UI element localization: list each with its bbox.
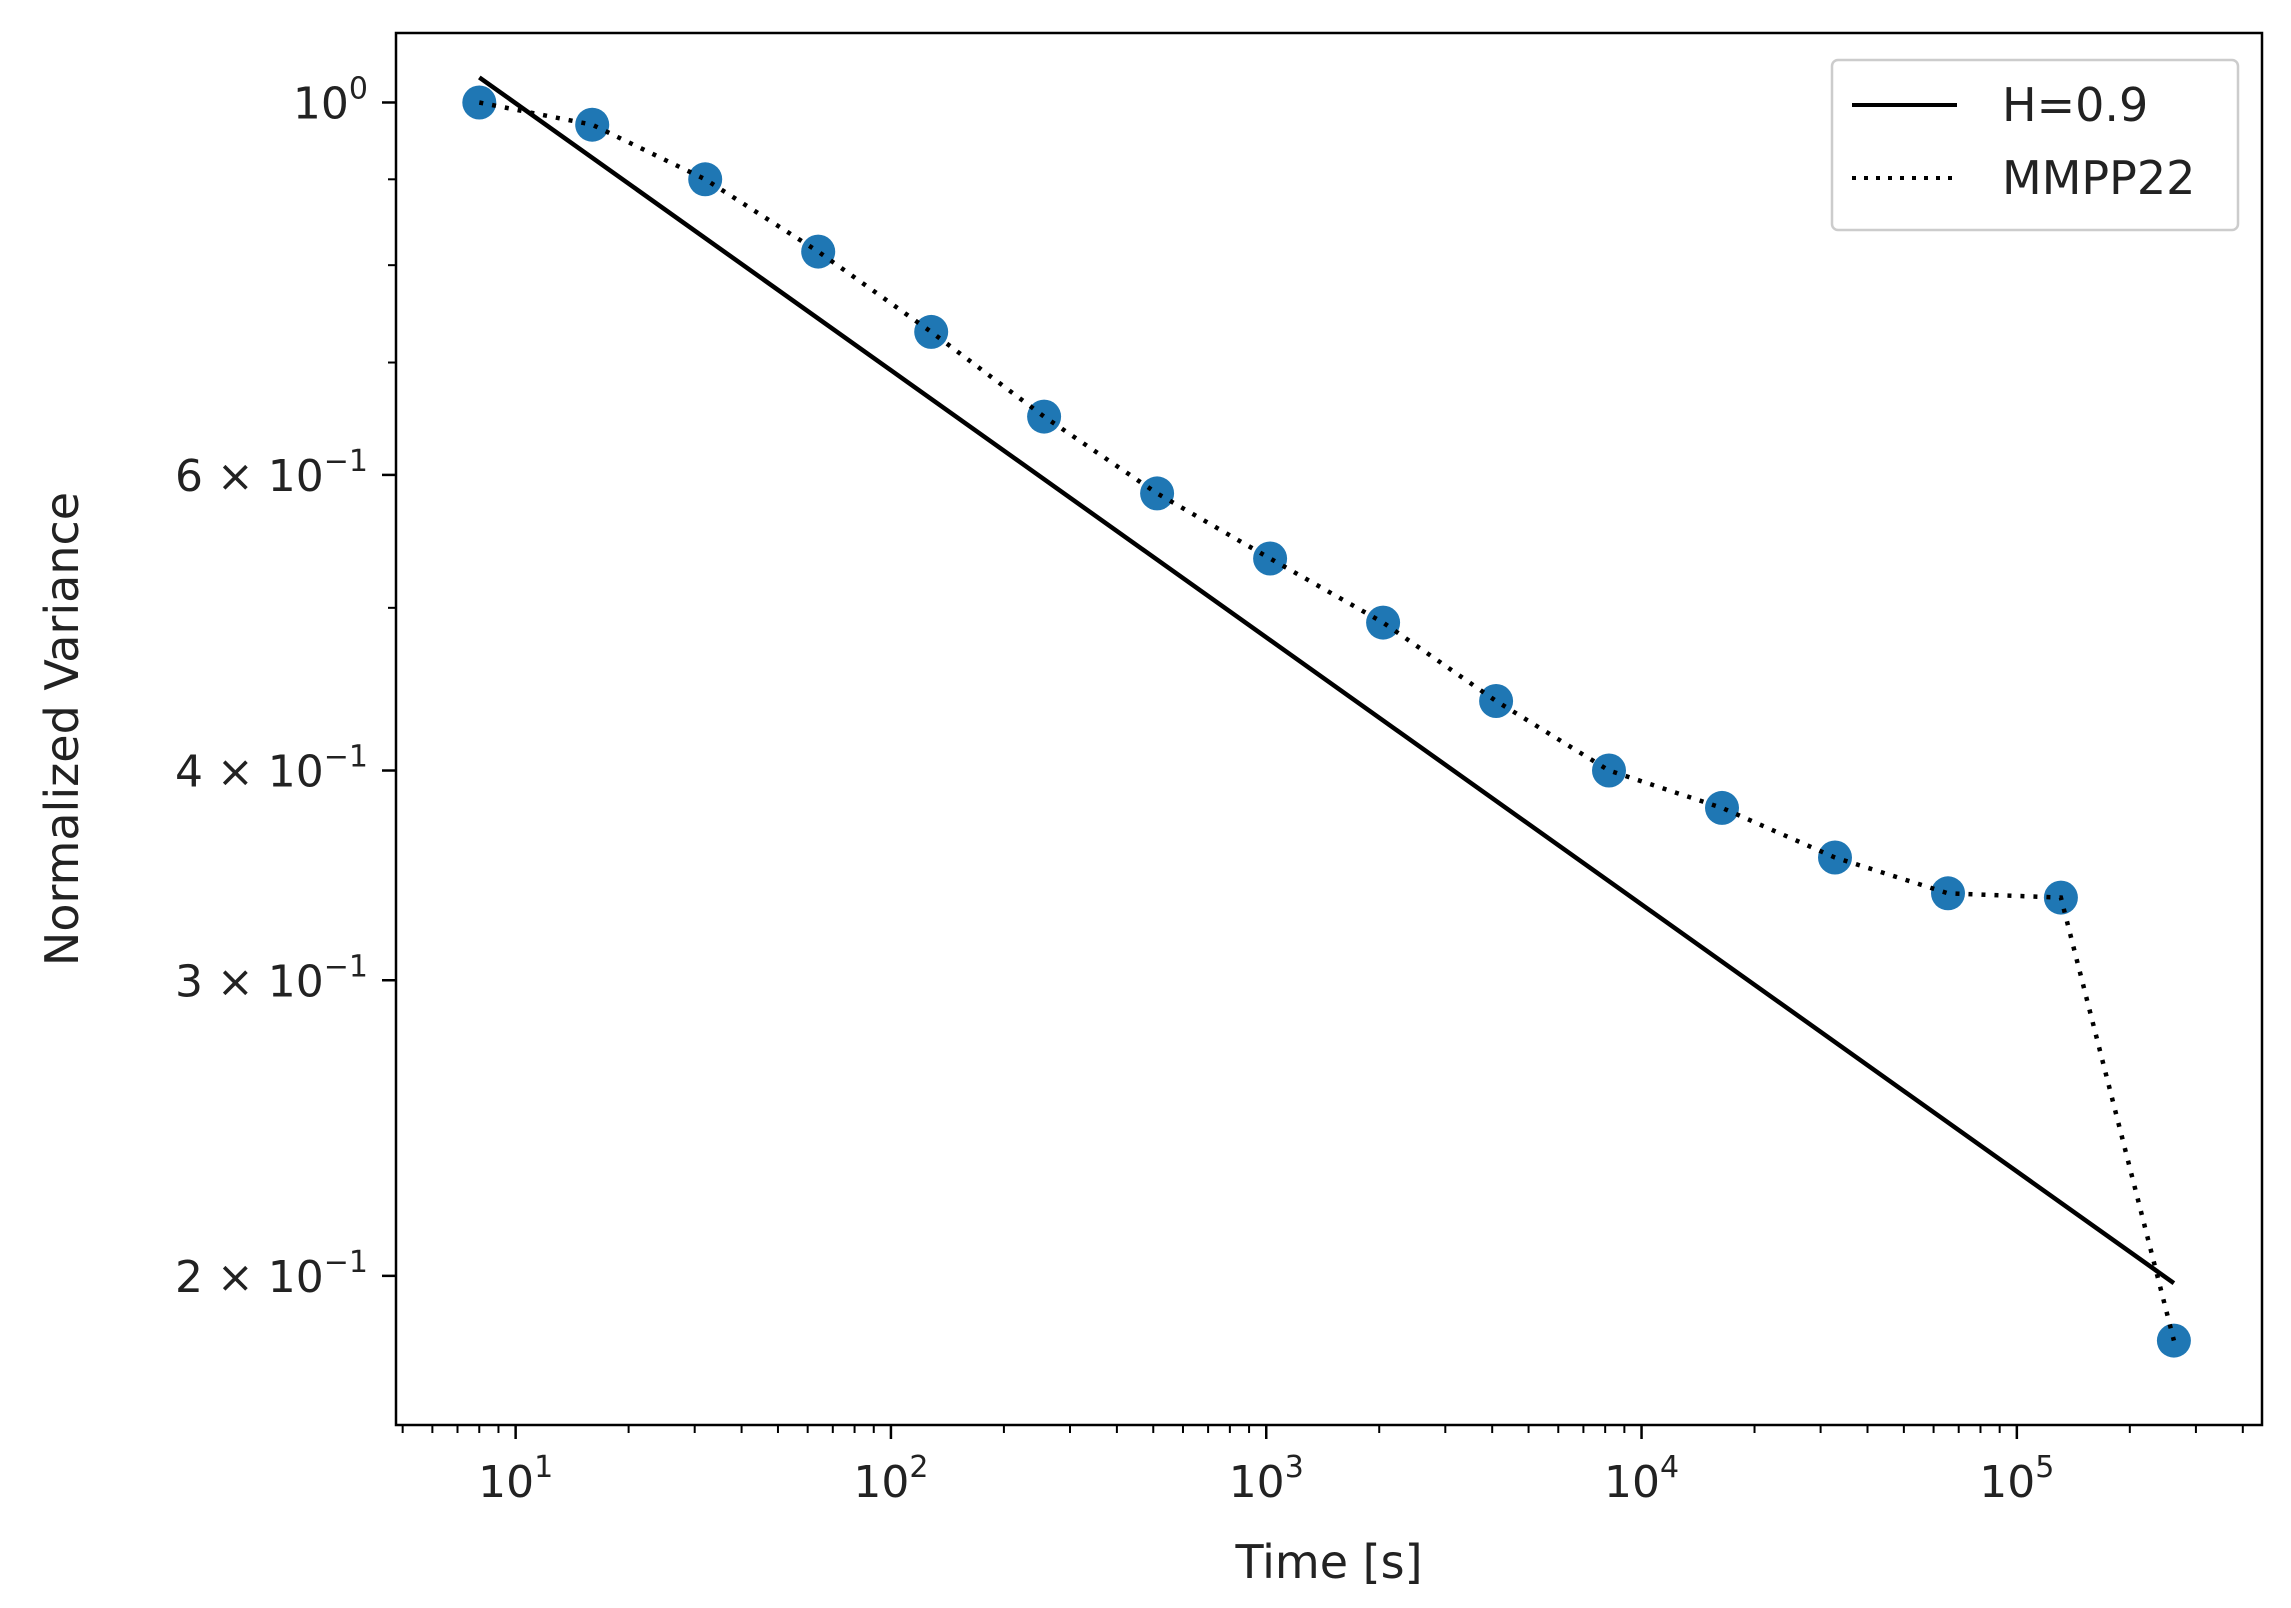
ticks-layer: 101 102 103 104 105 100 6 × 10−1 4 × 10−1 3 × 10… bbox=[175, 71, 2244, 1508]
data-point bbox=[801, 234, 836, 269]
x-tick-label: 104 bbox=[1604, 1450, 1679, 1508]
data-point bbox=[1366, 605, 1401, 640]
points-layer bbox=[462, 85, 2191, 1358]
y-tick-label: 4 × 10−1 bbox=[175, 740, 368, 798]
data-point bbox=[1253, 541, 1288, 576]
x-tick-label: 103 bbox=[1229, 1450, 1304, 1508]
data-point bbox=[1027, 399, 1062, 434]
x-tick-label: 102 bbox=[853, 1450, 928, 1508]
data-point bbox=[1931, 876, 1965, 911]
y-tick-label: 2 × 10−1 bbox=[175, 1245, 368, 1303]
series-line-0 bbox=[477, 75, 2176, 1286]
y-axis-label: Normalized Variance bbox=[35, 492, 89, 966]
legend-box bbox=[1830, 58, 2240, 232]
data-layer bbox=[462, 75, 2191, 1358]
y-tick-label: 3 × 10−1 bbox=[175, 949, 368, 1007]
data-point bbox=[1592, 753, 1626, 788]
legend-label-h09: H=0.9 bbox=[2002, 78, 2148, 132]
data-point bbox=[1479, 684, 1514, 718]
data-point bbox=[688, 162, 723, 197]
x-axis-label: Time [s] bbox=[1234, 1535, 1422, 1589]
plot-frame bbox=[394, 31, 2264, 1427]
y-tick-label: 100 bbox=[293, 71, 368, 129]
data-point bbox=[914, 314, 949, 349]
data-point bbox=[1705, 790, 1739, 825]
data-point bbox=[575, 107, 610, 142]
series-line-1 bbox=[478, 100, 2177, 1342]
x-tick-label: 105 bbox=[1979, 1450, 2054, 1508]
x-tick-label: 101 bbox=[478, 1450, 553, 1508]
legend: H=0.9 MMPP22 bbox=[1830, 58, 2240, 232]
legend-label-mmpp22: MMPP22 bbox=[2002, 151, 2195, 205]
y-tick-label: 6 × 10−1 bbox=[175, 444, 368, 502]
data-point bbox=[1140, 476, 1175, 511]
